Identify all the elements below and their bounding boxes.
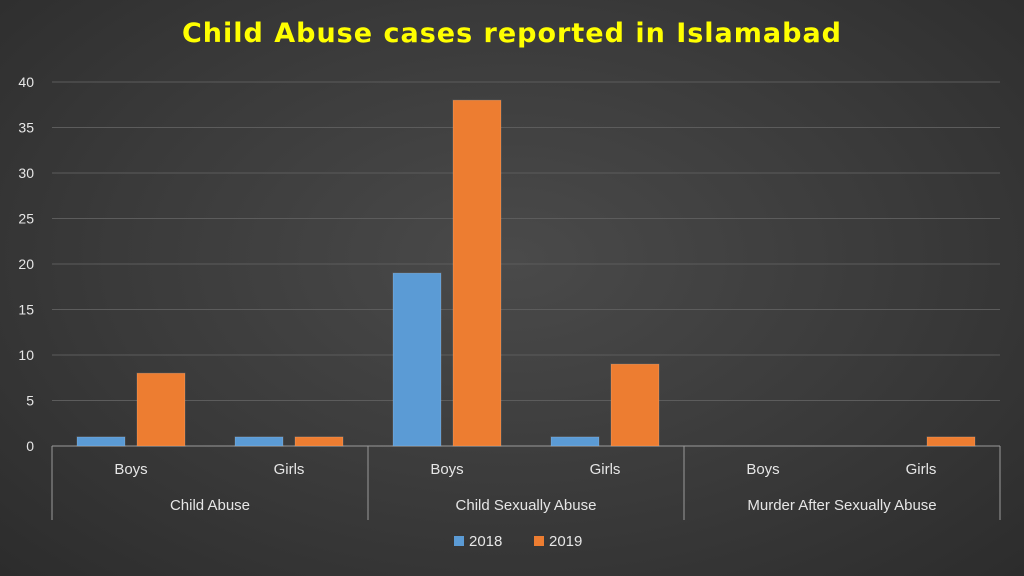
x-group-label-1: Child Sexually Abuse: [456, 497, 597, 514]
bar-2018-girls-3: [550, 436, 600, 447]
x-tick-label-boys-0: Boys: [114, 461, 147, 478]
y-tick-label-20: 20: [18, 256, 34, 272]
bar-2019-girls-5: [926, 436, 976, 447]
y-tick-label-0: 0: [26, 438, 34, 454]
bar-2018-girls-1: [234, 436, 284, 447]
y-tick-label-25: 25: [18, 211, 34, 227]
y-tick-label-35: 35: [18, 120, 34, 136]
x-tick-label-girls-1: Girls: [274, 461, 305, 478]
bar-2019-girls-3: [610, 363, 660, 447]
y-tick-label-15: 15: [18, 302, 34, 318]
y-tick-label-10: 10: [18, 347, 34, 363]
legend-swatch-2019: [534, 536, 544, 546]
x-group-label-0: Child Abuse: [170, 497, 250, 514]
legend-swatch-2018: [454, 536, 464, 546]
x-tick-label-girls-5: Girls: [906, 461, 937, 478]
x-group-label-2: Murder After Sexually Abuse: [747, 497, 936, 514]
x-tick-label-boys-4: Boys: [746, 461, 779, 478]
bar-2018-boys-0: [76, 436, 126, 447]
y-tick-label-30: 30: [18, 165, 34, 181]
y-tick-label-40: 40: [18, 74, 34, 90]
bar-2019-boys-2: [452, 99, 502, 447]
y-tick-label-5: 5: [26, 393, 34, 409]
bar-2018-boys-2: [392, 272, 442, 447]
bar-2019-boys-0: [136, 372, 186, 447]
chart-title: Child Abuse cases reported in Islamabad: [181, 18, 843, 49]
x-tick-label-girls-3: Girls: [590, 461, 621, 478]
legend-label-2018: 2018: [469, 533, 502, 550]
bar-2019-girls-1: [294, 436, 344, 447]
x-tick-label-boys-2: Boys: [430, 461, 463, 478]
legend-label-2019: 2019: [549, 533, 582, 550]
